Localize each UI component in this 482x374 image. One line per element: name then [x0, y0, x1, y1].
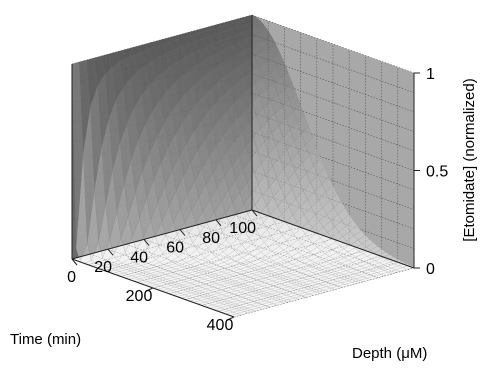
- y-axis-label: Time (min): [10, 331, 81, 348]
- time-tick-mark: [107, 248, 114, 256]
- axis-edge: [71, 209, 253, 260]
- time-tick-label: 20: [94, 259, 112, 276]
- time-tick-label: 100: [229, 220, 256, 237]
- depth-tick-mark: [226, 316, 235, 321]
- time-tick-label: 80: [202, 230, 220, 247]
- z-tick-label: 0.5: [426, 164, 448, 181]
- depth-tick-label: 400: [207, 317, 234, 334]
- time-tick-mark: [143, 239, 150, 246]
- time-tick-mark: [251, 209, 258, 217]
- x-axis-label: Depth (μM): [352, 345, 427, 362]
- surface-mesh: [71, 14, 415, 318]
- time-tick-label: 60: [166, 240, 184, 257]
- axis-edge: [251, 209, 415, 269]
- z-axis-label: [Etomidate] (normalized): [461, 78, 478, 241]
- depth-tick-mark: [145, 287, 154, 292]
- z-tick-label: 0: [426, 261, 435, 278]
- z-tick-label: 1: [426, 66, 435, 83]
- time-tick-label: 40: [130, 249, 148, 266]
- depth-tick-label: 200: [126, 288, 153, 305]
- tick-labels: 0 0.5 1 0 20 40 60 80 100 200 400: [67, 66, 448, 334]
- time-tick-mark: [179, 229, 186, 236]
- time-tick-mark: [215, 219, 222, 227]
- time-tick-mark: [71, 258, 78, 266]
- time-tick-label: 0: [67, 269, 76, 286]
